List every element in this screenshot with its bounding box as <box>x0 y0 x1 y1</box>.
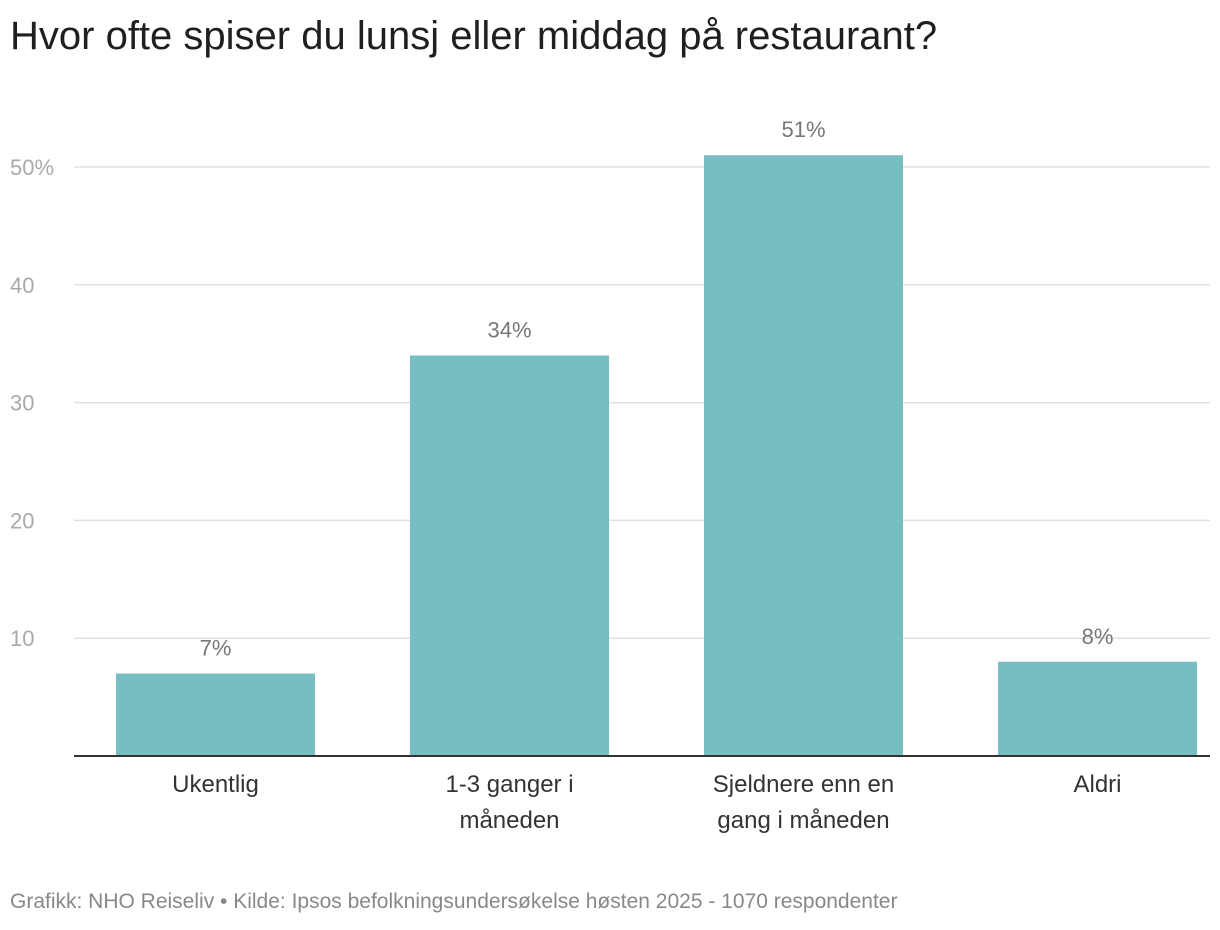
y-tick-label: 10 <box>10 626 34 651</box>
x-tick-label: måneden <box>459 807 559 834</box>
x-tick-label: 1-3 ganger i <box>445 771 573 798</box>
y-tick-label: 40 <box>10 273 34 298</box>
data-label: 51% <box>781 117 825 142</box>
bars <box>116 155 1197 757</box>
chart-title: Hvor ofte spiser du lunsj eller middag p… <box>10 14 938 58</box>
data-label: 7% <box>200 636 232 661</box>
data-labels: 7% 34% 51% 8% <box>200 117 1114 660</box>
x-tick-label: gang i måneden <box>717 807 889 834</box>
bar-chart: 10 20 30 40 50% 7% 34% 51% 8% Ukentlig 1-3 gange… <box>10 117 1210 834</box>
x-tick-label: Sjeldnere enn en <box>713 771 894 798</box>
bar <box>116 673 315 756</box>
chart-footer: Grafikk: NHO Reiseliv • Kilde: Ipsos bef… <box>10 890 898 913</box>
bar <box>998 661 1197 756</box>
x-tick-label: Aldri <box>1073 771 1121 798</box>
y-tick-label: 50% <box>10 155 54 180</box>
y-tick-label: 20 <box>10 508 34 533</box>
y-axis-ticks: 10 20 30 40 50% <box>10 155 54 651</box>
x-axis-labels: Ukentlig 1-3 ganger i måneden Sjeldnere enn… <box>172 771 1121 834</box>
x-tick-label: Ukentlig <box>172 771 259 798</box>
data-label: 8% <box>1082 624 1114 649</box>
grid-lines <box>74 166 1210 639</box>
y-tick-label: 30 <box>10 391 34 416</box>
data-label: 34% <box>487 317 531 342</box>
bar <box>410 355 609 756</box>
bar <box>704 155 903 757</box>
